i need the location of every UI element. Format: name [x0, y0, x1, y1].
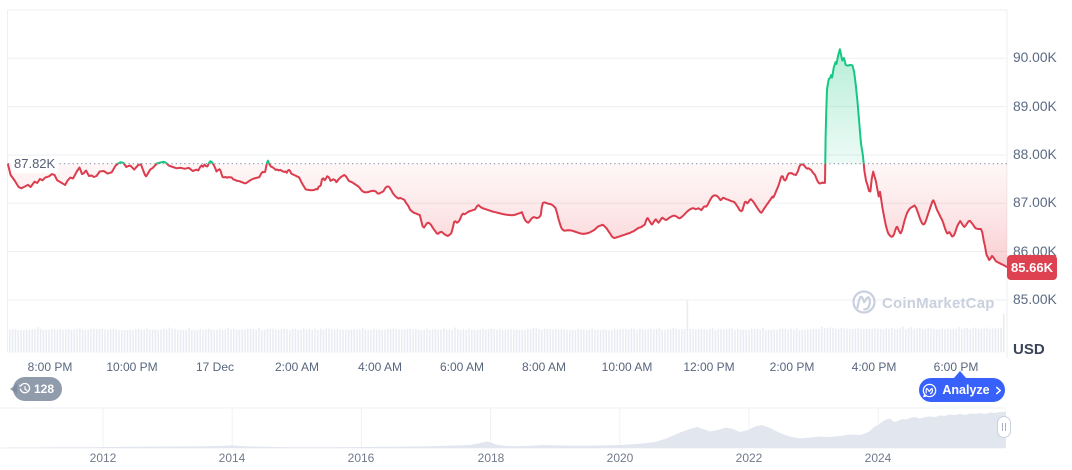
- svg-text:CoinMarketCap: CoinMarketCap: [882, 295, 995, 312]
